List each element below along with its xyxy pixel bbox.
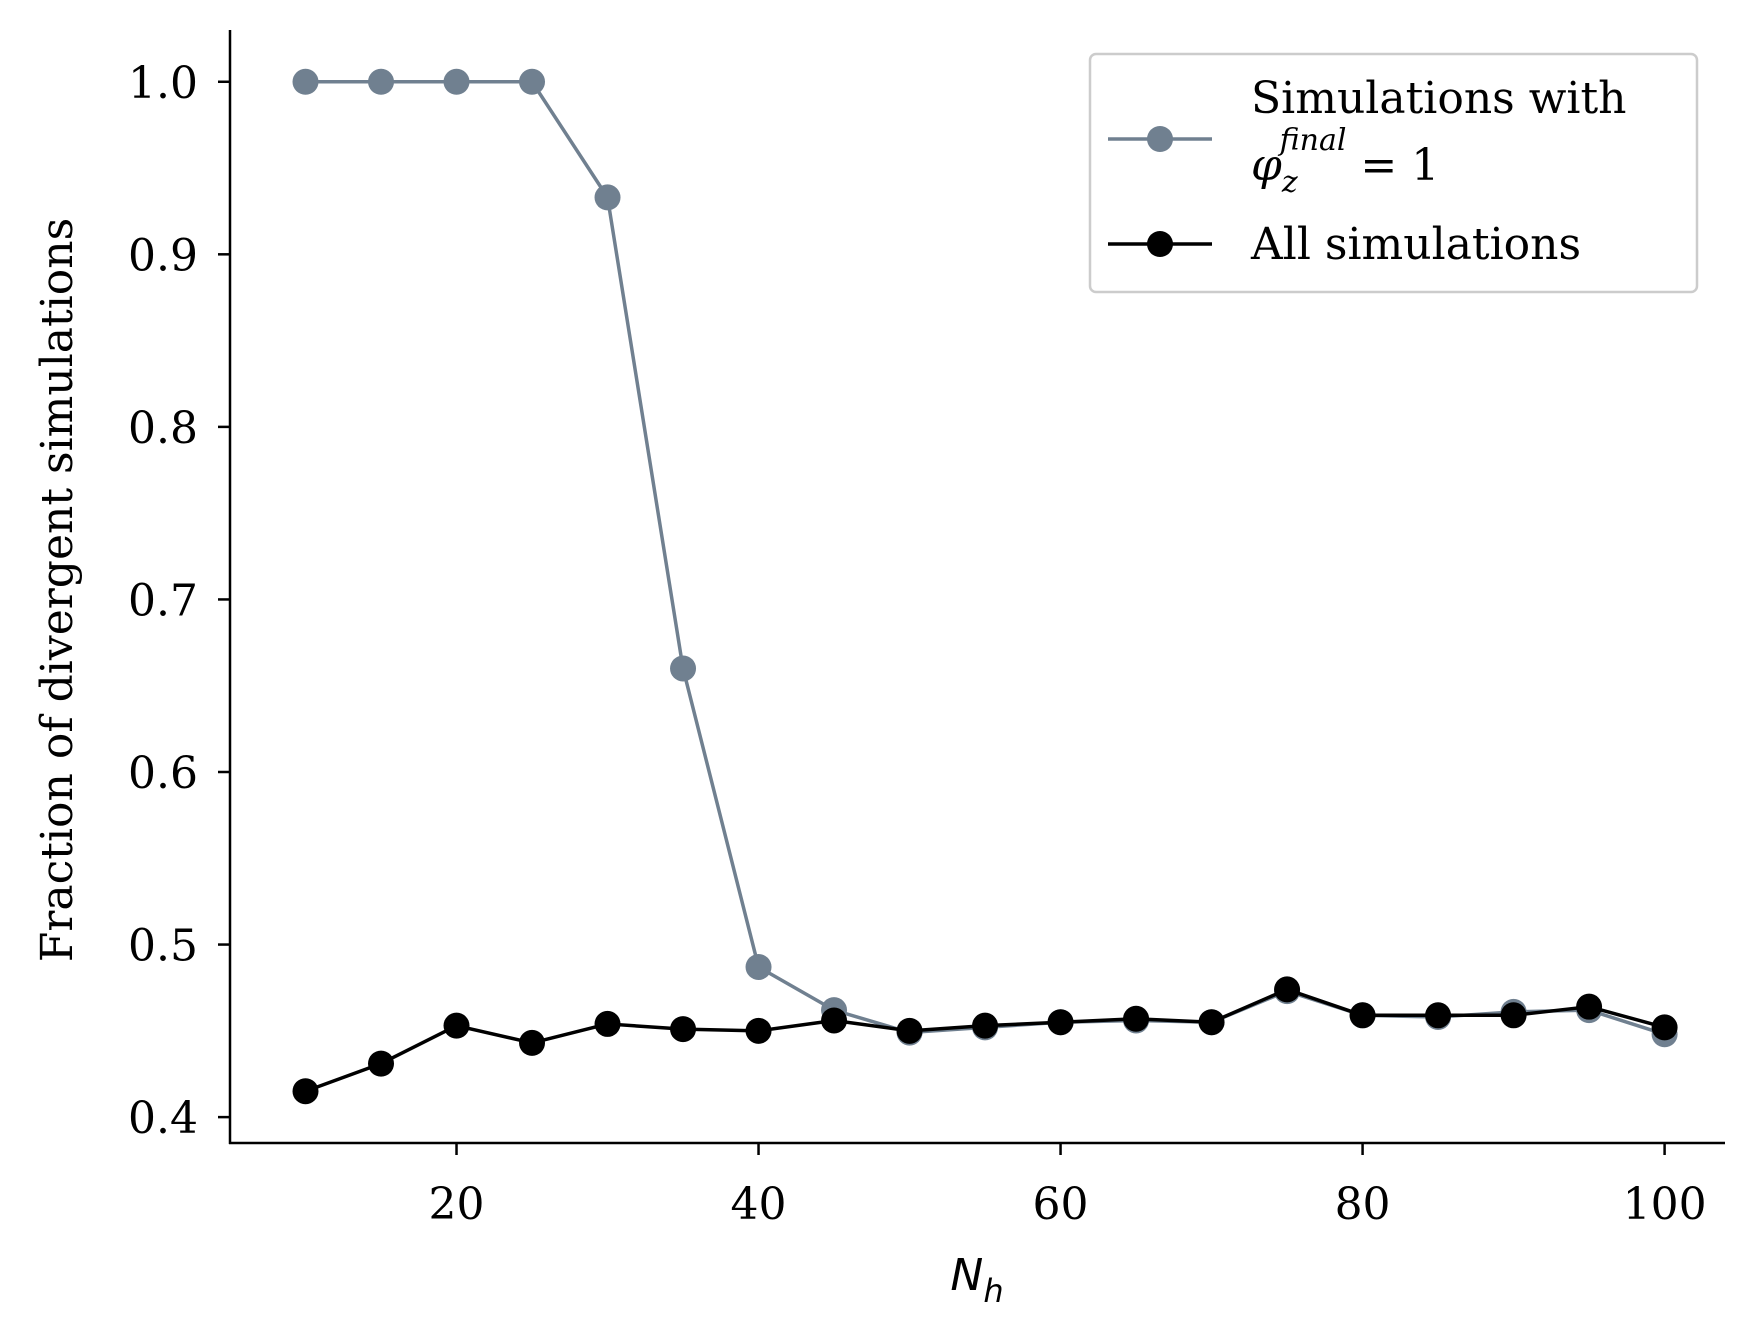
x-ticks: 20 40 60 80 100 [429, 1143, 1707, 1230]
series-2-point [1500, 1002, 1527, 1029]
series-2-point [1274, 976, 1301, 1003]
series-1-point [292, 68, 319, 95]
y-tick-label: 0.5 [128, 921, 198, 972]
legend-label-series-2: All simulations [1250, 219, 1581, 270]
legend-label-series-1: Simulations with [1251, 73, 1626, 124]
series-2-point [443, 1012, 470, 1039]
series-2-point [1047, 1009, 1074, 1036]
series-2-point [896, 1017, 923, 1044]
legend: Simulations with φz final = 1 All simulat… [1088, 52, 1699, 294]
x-tick-label: 60 [1033, 1179, 1089, 1230]
x-axis-label-base: N [950, 1250, 983, 1301]
series-1-point [745, 953, 772, 980]
x-tick-label: 40 [731, 1179, 787, 1230]
series-2-point [594, 1010, 621, 1037]
y-tick-label: 0.4 [128, 1093, 198, 1144]
plot-lines [292, 68, 1678, 1105]
y-tick-label: 1.0 [128, 58, 198, 109]
legend-label-series-1-math: φz final = 1 [1251, 123, 1439, 200]
legend-marker-series-2 [1147, 231, 1173, 257]
x-tick-label: 20 [429, 1179, 485, 1230]
series-2-point [745, 1017, 772, 1044]
legend-sub-z: z [1281, 165, 1298, 200]
y-tick-label: 0.8 [128, 403, 198, 454]
legend-phi: φ [1251, 140, 1282, 191]
series-1-point [670, 655, 697, 682]
legend-eq: = 1 [1346, 140, 1439, 191]
x-tick-label: 100 [1623, 1179, 1707, 1230]
x-axis-label: Nh [950, 1250, 1003, 1310]
y-axis-label: Fraction of divergent simulations [32, 218, 83, 962]
y-tick-label: 0.6 [128, 748, 198, 799]
legend-marker-series-1 [1147, 126, 1173, 152]
series-2-point [1123, 1005, 1150, 1032]
series-2-point [670, 1016, 697, 1043]
series-2-point [368, 1050, 395, 1077]
y-tick-label: 0.7 [128, 575, 198, 626]
y-ticks: 0.4 0.5 0.6 0.7 0.8 0.9 1.0 [128, 58, 230, 1144]
series-2-point [1198, 1009, 1225, 1036]
series-1-point [594, 184, 621, 211]
series-2-point [1651, 1014, 1678, 1041]
series-1-point [519, 68, 546, 95]
series-2-point [1425, 1002, 1452, 1029]
series-2-point [972, 1012, 999, 1039]
series-1-point [368, 68, 395, 95]
series-1-point [443, 68, 470, 95]
x-axis-label-sub: h [983, 1272, 1003, 1310]
series-2-point [821, 1007, 848, 1034]
y-tick-label: 0.9 [128, 230, 198, 281]
series-2-point [1349, 1002, 1376, 1029]
series-2-point [292, 1078, 319, 1105]
legend-sup-final: final [1278, 123, 1347, 158]
axes [228, 30, 1725, 1145]
x-tick-label: 80 [1335, 1179, 1391, 1230]
legend-frame [1088, 52, 1699, 294]
series-2-point [519, 1029, 546, 1056]
series-2-point [1576, 993, 1603, 1020]
